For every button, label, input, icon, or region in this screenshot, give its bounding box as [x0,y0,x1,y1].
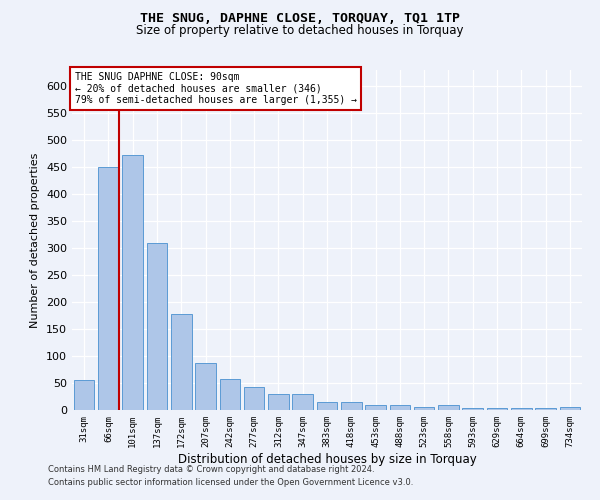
Bar [292,394,313,410]
Bar [535,408,556,410]
Bar [438,405,459,410]
Bar [146,242,167,410]
Bar [389,404,410,410]
Bar [268,394,289,410]
Text: THE SNUG DAPHNE CLOSE: 90sqm
← 20% of detached houses are smaller (346)
79% of s: THE SNUG DAPHNE CLOSE: 90sqm ← 20% of de… [74,72,356,105]
Text: THE SNUG, DAPHNE CLOSE, TORQUAY, TQ1 1TP: THE SNUG, DAPHNE CLOSE, TORQUAY, TQ1 1TP [140,12,460,26]
Bar [98,167,119,410]
Text: Size of property relative to detached houses in Torquay: Size of property relative to detached ho… [136,24,464,37]
Bar [74,380,94,410]
Text: Contains HM Land Registry data © Crown copyright and database right 2024.: Contains HM Land Registry data © Crown c… [48,466,374,474]
Bar [171,314,191,410]
Bar [560,408,580,410]
Bar [122,156,143,410]
Bar [244,387,265,410]
Bar [317,402,337,410]
Bar [414,407,434,410]
Y-axis label: Number of detached properties: Number of detached properties [31,152,40,328]
Bar [341,402,362,410]
Bar [365,404,386,410]
Bar [511,408,532,410]
Bar [220,378,240,410]
Bar [463,408,483,410]
Bar [487,408,508,410]
X-axis label: Distribution of detached houses by size in Torquay: Distribution of detached houses by size … [178,452,476,466]
Text: Contains public sector information licensed under the Open Government Licence v3: Contains public sector information licen… [48,478,413,487]
Bar [195,362,216,410]
